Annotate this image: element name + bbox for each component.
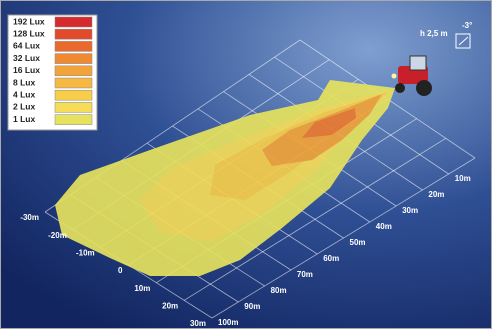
distance-label: 70m xyxy=(297,270,313,279)
headlight xyxy=(391,73,397,79)
distance-label: 60m xyxy=(323,254,339,263)
distance-label: 20m xyxy=(428,190,444,199)
distance-label: 10m xyxy=(455,174,471,183)
legend-label: 2 Lux xyxy=(13,102,35,112)
tractor-wheel xyxy=(416,80,432,96)
legend-swatch xyxy=(54,53,93,64)
lateral-label: 0 xyxy=(118,266,123,275)
legend-label: 192 Lux xyxy=(13,16,45,26)
lateral-label: -30m xyxy=(20,213,39,222)
legend-label: 128 Lux xyxy=(13,28,45,38)
legend-swatch xyxy=(54,77,93,89)
legend-label: 64 Lux xyxy=(13,41,40,51)
legend-swatch xyxy=(54,28,93,40)
mount-angle: -3° xyxy=(462,21,472,30)
distance-label: 30m xyxy=(402,206,418,215)
lateral-label: 30m xyxy=(190,319,206,328)
mount-height: h 2,5 m xyxy=(420,29,448,38)
zone-32 xyxy=(302,108,356,138)
legend-label: 32 Lux xyxy=(13,53,40,63)
legend-swatch xyxy=(54,16,93,28)
lateral-label: 10m xyxy=(134,284,150,293)
distance-label: 50m xyxy=(350,238,366,247)
legend: 192 Lux 128 Lux 64 Lux 32 Lux 16 Lux 8 Lux 4 L… xyxy=(7,14,98,131)
legend-label: 8 Lux xyxy=(13,77,35,87)
distance-label: 40m xyxy=(376,222,392,231)
tractor xyxy=(391,55,432,96)
legend-swatch xyxy=(54,65,93,77)
legend-swatch xyxy=(54,102,93,113)
legend-swatch xyxy=(54,114,93,125)
lateral-label: -20m xyxy=(48,231,67,240)
distance-label: 100m xyxy=(218,318,238,327)
lateral-label: 20m xyxy=(162,301,178,310)
legend-swatch xyxy=(54,89,93,101)
tractor-wheel xyxy=(395,83,405,93)
axis-labels: 10m 20m 30m 40m 50m 60m 70m 80m 90m 100m -30m -20m-… xyxy=(20,174,470,328)
legend-label: 4 Lux xyxy=(13,89,35,99)
lateral-label: -10m xyxy=(76,248,95,257)
angle-icon xyxy=(455,33,471,49)
tractor-cab xyxy=(409,55,427,71)
light-pool xyxy=(55,80,395,276)
distance-label: 80m xyxy=(271,286,287,295)
distance-label: 90m xyxy=(244,302,260,311)
angle-icon-line xyxy=(458,36,469,46)
legend-swatch xyxy=(54,41,93,52)
mount-info: h 2,5 m -3° xyxy=(420,21,472,49)
legend-label: 1 Lux xyxy=(13,114,35,124)
legend-label: 16 Lux xyxy=(13,65,40,75)
